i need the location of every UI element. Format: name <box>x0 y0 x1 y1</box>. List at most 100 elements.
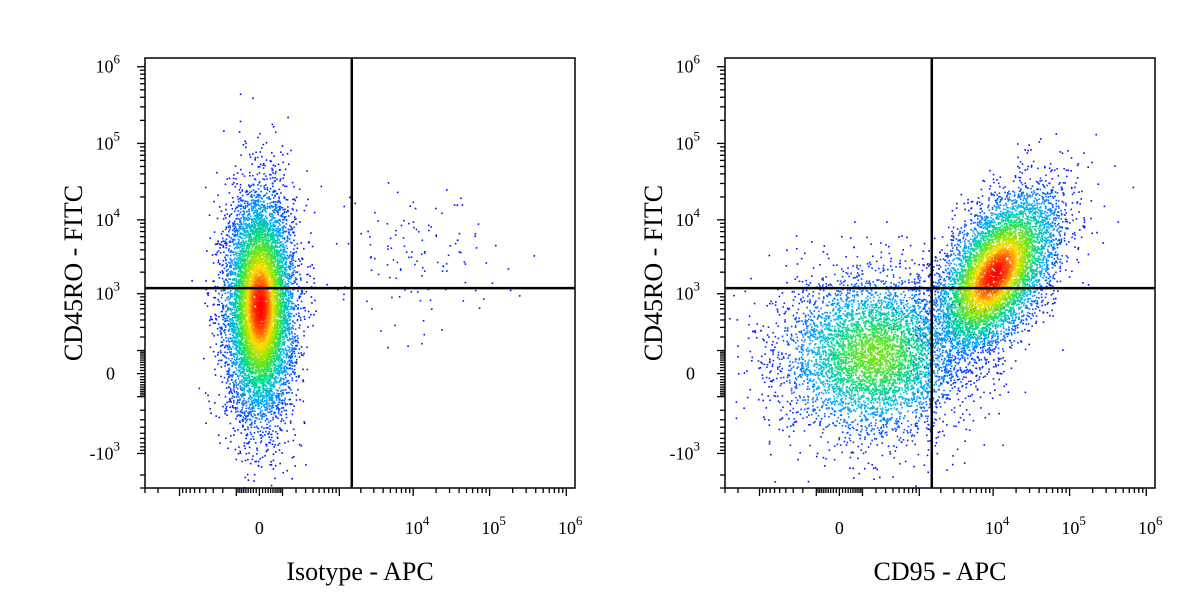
data-point <box>347 242 350 245</box>
data-point <box>259 163 262 166</box>
data-point <box>250 412 252 414</box>
data-point <box>286 298 289 300</box>
data-point <box>281 293 283 296</box>
data-point <box>229 406 231 408</box>
data-point <box>234 380 236 382</box>
data-point <box>255 240 257 242</box>
data-point <box>262 231 265 233</box>
data-point <box>218 300 221 303</box>
data-point <box>367 230 369 233</box>
data-point <box>248 375 251 377</box>
data-point <box>265 377 267 379</box>
data-point <box>243 211 245 213</box>
data-point <box>226 213 229 215</box>
data-point <box>295 223 298 225</box>
data-point <box>255 382 258 385</box>
data-point <box>253 199 256 202</box>
data-point <box>238 335 241 337</box>
data-point <box>247 213 250 215</box>
data-point <box>252 385 255 388</box>
data-point <box>248 249 250 252</box>
data-point <box>303 421 305 423</box>
data-point <box>282 251 284 253</box>
data-point <box>248 218 251 220</box>
data-point <box>232 282 235 284</box>
data-point <box>254 460 256 463</box>
data-point <box>243 223 245 225</box>
data-point <box>288 267 291 269</box>
data-point <box>245 407 247 410</box>
data-point <box>224 183 227 186</box>
data-point <box>273 180 276 183</box>
data-point <box>303 330 305 333</box>
data-point <box>276 396 278 399</box>
data-point <box>282 209 285 211</box>
data-point <box>245 437 247 440</box>
data-point <box>225 262 227 265</box>
data-point <box>277 263 279 265</box>
data-point <box>243 253 246 256</box>
data-point <box>233 174 235 176</box>
data-point <box>276 258 279 260</box>
data-point <box>260 190 262 193</box>
data-point <box>286 345 289 347</box>
data-point <box>241 460 243 463</box>
data-point <box>208 400 210 403</box>
data-point <box>460 251 462 254</box>
data-point <box>240 217 242 219</box>
data-point <box>240 344 242 346</box>
data-point <box>257 215 259 217</box>
data-point <box>248 392 250 394</box>
data-point <box>244 255 246 258</box>
data-point <box>236 266 238 269</box>
data-point <box>239 452 242 454</box>
data-point <box>240 432 242 434</box>
data-point <box>239 244 241 246</box>
data-point <box>281 221 284 224</box>
data-point <box>256 222 259 225</box>
data-point <box>231 262 233 264</box>
data-point <box>392 259 395 261</box>
data-point <box>518 295 521 297</box>
data-point <box>213 280 215 283</box>
data-point <box>533 255 536 257</box>
data-point <box>240 252 243 254</box>
data-point <box>286 322 288 325</box>
data-point <box>230 352 232 354</box>
data-point <box>233 325 236 327</box>
data-point <box>234 294 237 296</box>
data-point <box>235 309 237 311</box>
data-point <box>235 344 237 346</box>
data-point <box>301 290 303 292</box>
data-point <box>257 188 260 190</box>
data-point <box>275 451 277 453</box>
data-point <box>272 386 275 388</box>
data-point <box>257 397 260 400</box>
data-point <box>243 175 246 177</box>
data-point <box>274 239 276 242</box>
data-point <box>343 205 345 208</box>
data-point <box>276 495 278 497</box>
data-point <box>244 206 247 208</box>
data-point <box>244 377 246 379</box>
data-point <box>250 199 253 202</box>
data-point <box>285 260 287 263</box>
data-point <box>235 289 237 291</box>
data-point <box>277 285 280 288</box>
data-point <box>260 243 263 245</box>
data-point <box>280 369 282 371</box>
data-point <box>281 389 283 392</box>
data-point <box>280 270 283 272</box>
data-point <box>237 369 240 372</box>
data-point <box>290 149 292 152</box>
data-point <box>236 407 239 409</box>
data-point <box>233 235 236 238</box>
data-point <box>252 455 254 457</box>
data-point <box>273 347 276 349</box>
data-point <box>283 263 286 265</box>
data-point <box>273 400 275 403</box>
data-point <box>251 400 253 402</box>
data-point <box>290 338 292 340</box>
data-point <box>278 397 280 400</box>
data-point <box>278 241 281 244</box>
